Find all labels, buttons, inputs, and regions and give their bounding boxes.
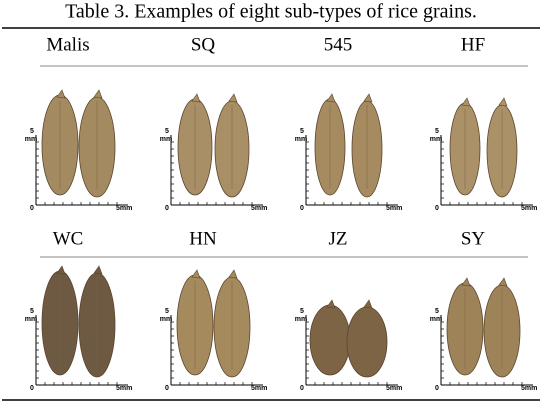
grain-tip	[93, 89, 103, 99]
column-label: 545	[324, 34, 353, 55]
column-label: HN	[189, 228, 217, 249]
grain-tip	[56, 265, 66, 275]
column-label: HF	[461, 34, 485, 55]
column-label: WC	[53, 228, 84, 249]
grain-tip	[363, 299, 373, 309]
grain-image: 5mm 0 5mm	[295, 93, 402, 212]
caption: Table 3. Examples of eight sub-types of …	[65, 1, 477, 23]
scale-label: 5	[165, 128, 169, 135]
grain-tip	[228, 93, 238, 103]
scale-label: 5mm	[251, 385, 267, 392]
grain-tip	[93, 265, 103, 275]
scale-label: 5mm	[251, 205, 267, 212]
scale-label: mm	[430, 136, 442, 143]
grain-tip	[461, 277, 471, 287]
grain-tip	[326, 299, 336, 309]
scale-label: 5	[300, 128, 304, 135]
scale-label: 5	[165, 308, 169, 315]
grain-image: 5mm 0 5mm	[160, 269, 267, 392]
scale-label: 0	[30, 205, 34, 212]
scale-label: 0	[165, 205, 169, 212]
grain-tip	[363, 93, 373, 103]
column-label: JZ	[329, 228, 348, 249]
scale-label: mm	[295, 316, 307, 323]
grain-tip	[191, 93, 201, 103]
grain-tip	[461, 97, 471, 107]
scale-label: 5	[30, 128, 34, 135]
scale-label: 5mm	[386, 385, 402, 392]
column-label: Malis	[46, 34, 89, 55]
column-label: SQ	[191, 34, 216, 55]
scale-label: 5mm	[116, 205, 132, 212]
scale-label: 0	[300, 205, 304, 212]
grain-image: 5mm 0 5mm	[160, 93, 267, 212]
scale-label: 5	[435, 308, 439, 315]
scale-label: mm	[430, 316, 442, 323]
grain-image: 5mm 0 5mm	[295, 299, 402, 392]
scale-label: 0	[435, 205, 439, 212]
scale-label: 0	[435, 385, 439, 392]
scale-label: mm	[160, 316, 172, 323]
scale-label: 5mm	[386, 205, 402, 212]
scale-label: mm	[25, 316, 37, 323]
scale-label: 0	[30, 385, 34, 392]
scale-label: 0	[300, 385, 304, 392]
scale-label: 5mm	[116, 385, 132, 392]
scale-label: 5	[30, 308, 34, 315]
grain-tip	[228, 269, 238, 279]
scale-label: 5	[300, 308, 304, 315]
grain-tip	[191, 269, 201, 279]
grain-tip	[326, 93, 336, 103]
grain-image: 5mm 0 5mm	[430, 277, 537, 392]
scale-label: mm	[160, 136, 172, 143]
grain-tip	[498, 277, 508, 287]
scale-label: 0	[165, 385, 169, 392]
column-label: SY	[461, 228, 486, 249]
grain-tip	[498, 97, 508, 107]
grain-image: 5mm 0 5mm	[25, 265, 132, 392]
scale-label: mm	[25, 136, 37, 143]
scale-label: 5mm	[521, 385, 537, 392]
grain-tip	[56, 89, 66, 99]
grain-image: 5mm 0 5mm	[25, 89, 132, 212]
scale-label: mm	[295, 136, 307, 143]
scale-label: 5	[435, 128, 439, 135]
scale-label: 5mm	[521, 205, 537, 212]
grain-image: 5mm 0 5mm	[430, 97, 537, 212]
